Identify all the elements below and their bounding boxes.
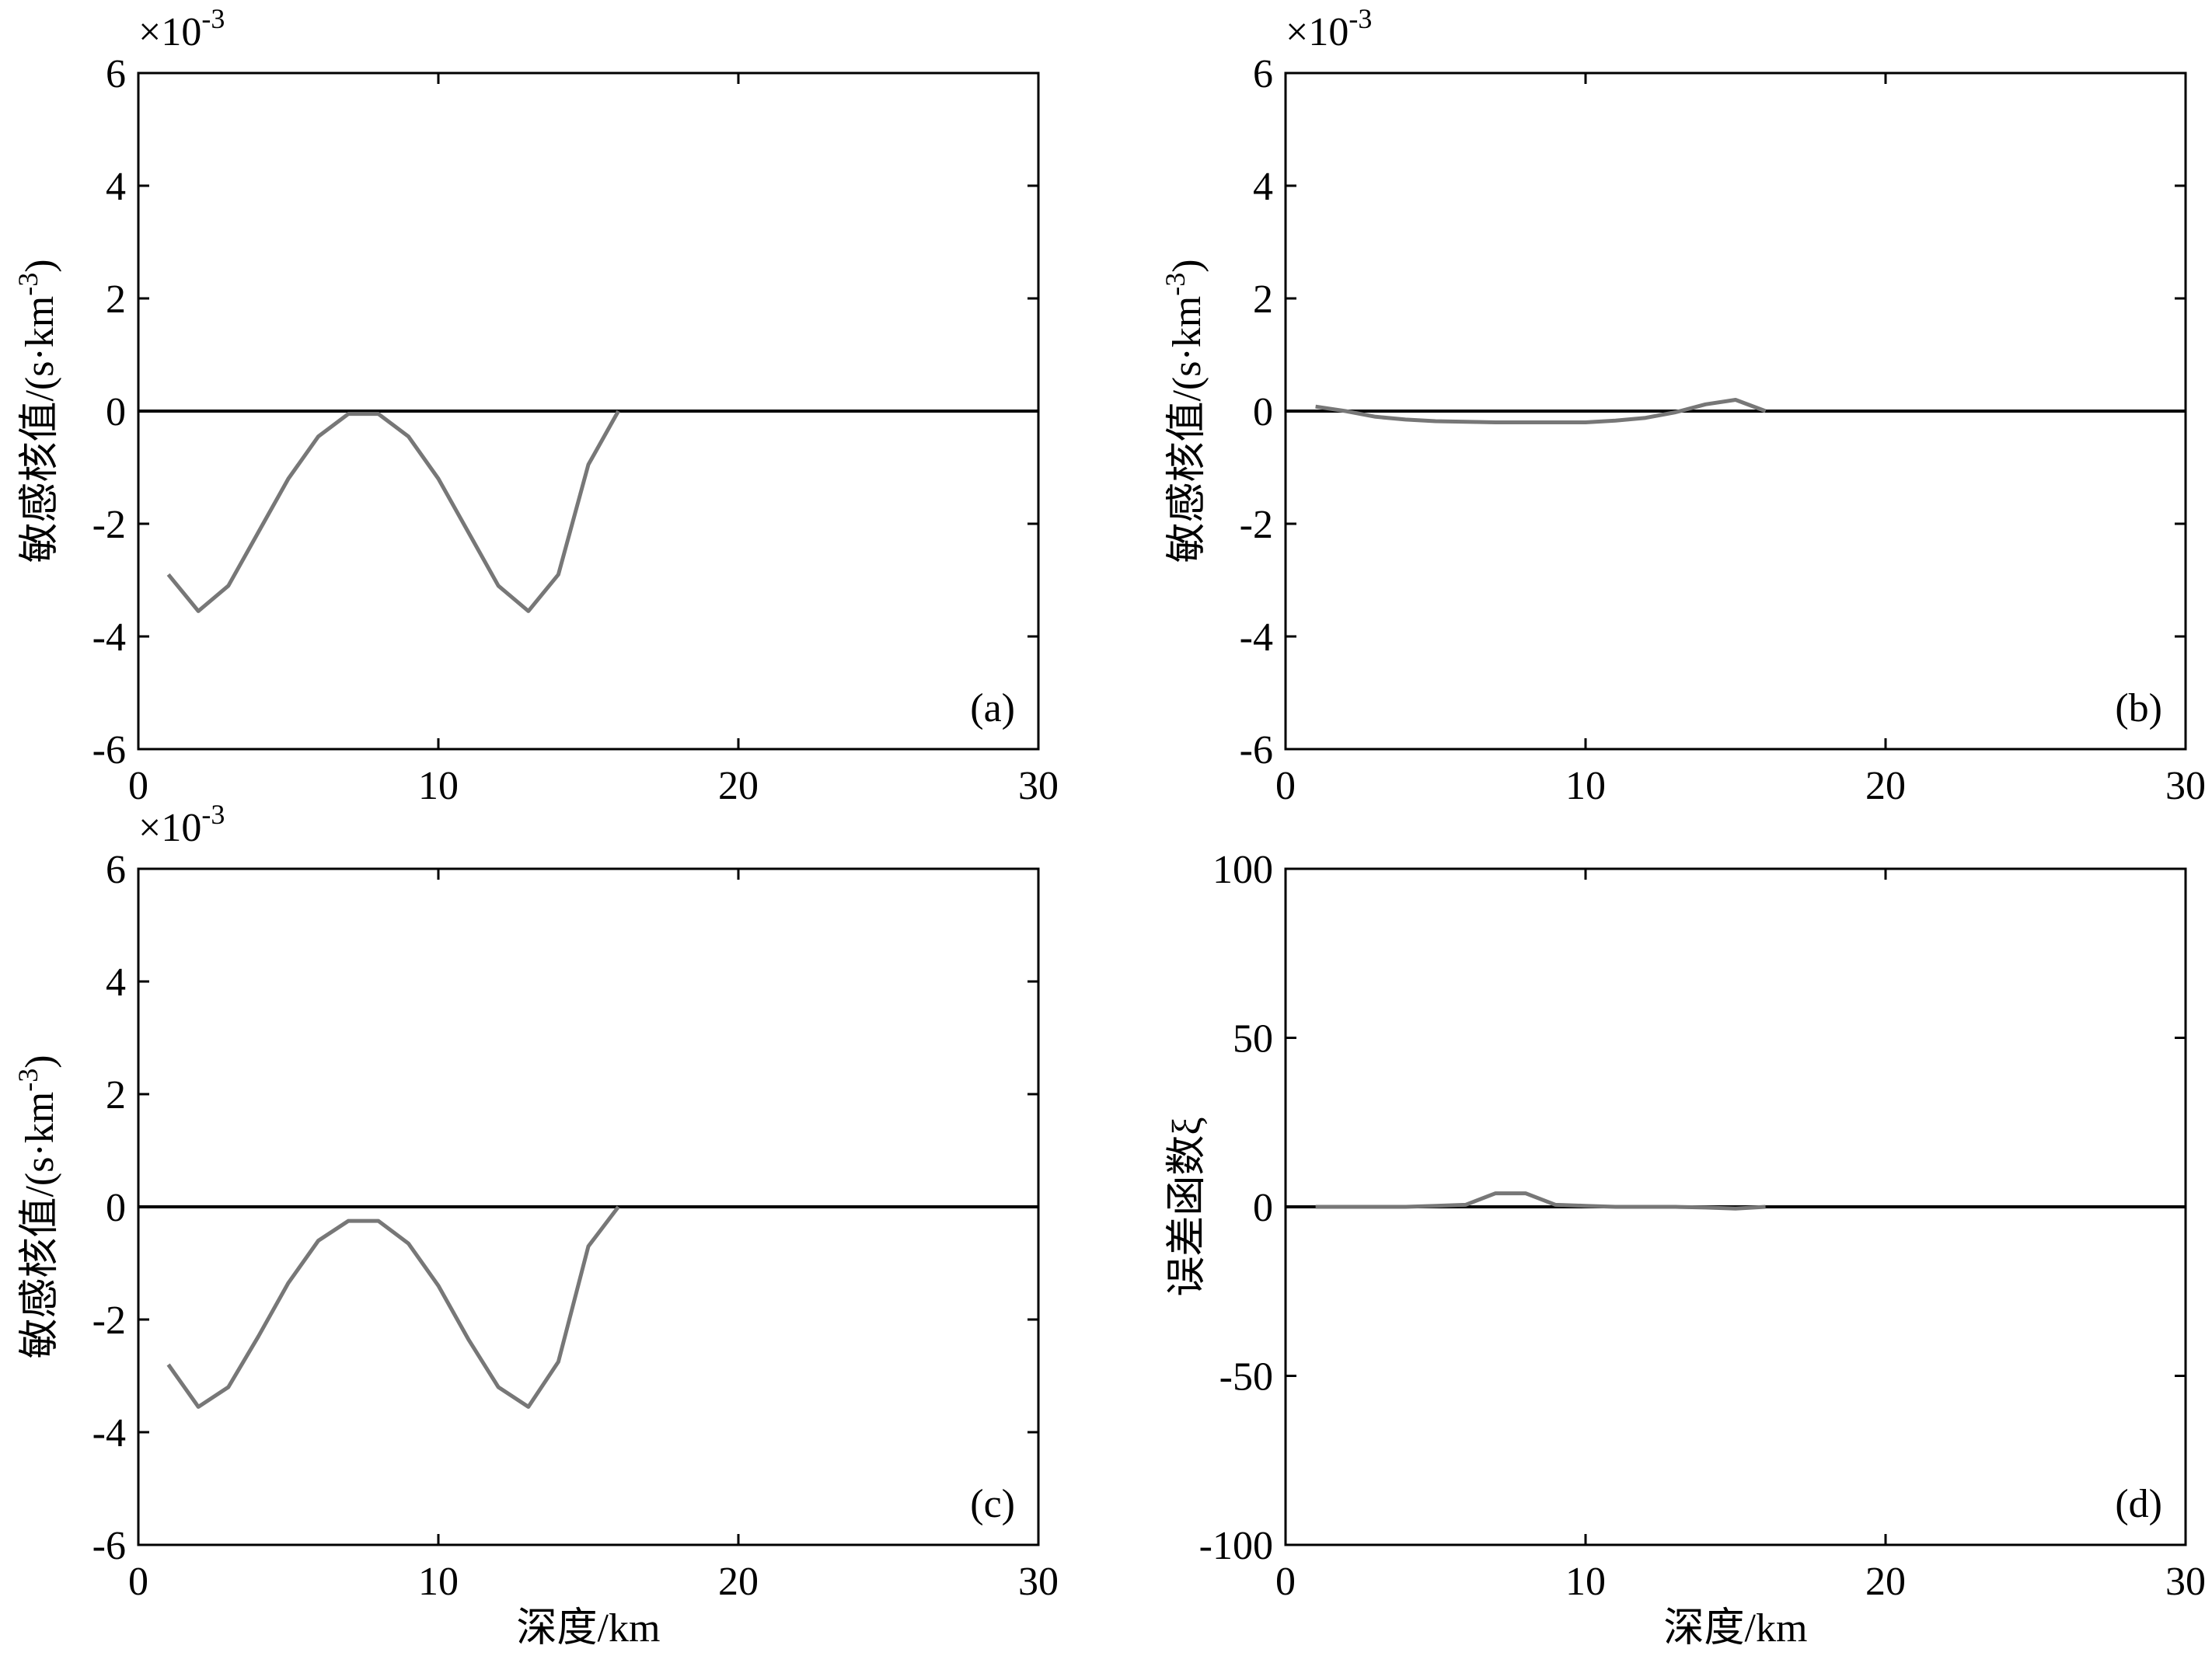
y-axis-label: 敏感核值/(s·km-3) [12,1055,62,1358]
y-tick-label: 0 [1253,1186,1273,1230]
axis-exponent: ×10-3 [1286,3,1372,54]
y-tick-label: -100 [1199,1524,1273,1568]
y-axis-label: 敏感核值/(s·km-3) [12,259,62,563]
series-line [1315,398,1767,424]
x-axis-label: 深度/km [517,1606,661,1651]
x-tick-label: 30 [2165,764,2206,808]
y-axis-label-tail: ) [18,259,62,272]
x-tick-label: 30 [1018,1560,1059,1604]
axis-exponent-power: -3 [1348,3,1372,34]
y-tick-label: 0 [106,390,126,434]
panel-label: (b) [2115,686,2162,730]
y-axis-label-sup: -3 [12,1069,44,1092]
y-axis-label-sup: -3 [12,273,44,296]
axis-exponent-power: -3 [201,3,225,34]
x-tick-label: 10 [1565,764,1606,808]
x-tick-label: 0 [1275,1560,1296,1604]
y-tick-label: 0 [1253,390,1273,434]
x-tick-label: 30 [2165,1560,2206,1604]
axes-frame [1284,867,2187,1546]
axis-exponent: ×10-3 [138,3,225,54]
y-axis-label: 误差函数ξ [1165,1117,1209,1296]
series-line [1315,1191,1766,1211]
x-tick-label: 30 [1018,764,1059,808]
axes-frame [137,867,1040,1546]
axes-frame [137,71,1040,751]
x-tick-label: 20 [718,1560,759,1604]
axis-exponent-base: ×10 [1286,10,1348,54]
y-axis-label-main: 敏感核值/(s·km [18,1092,62,1359]
y-tick-label: 2 [106,277,126,322]
x-tick-label: 10 [418,1560,459,1604]
y-tick-label: -6 [1240,728,1273,772]
y-axis-label-tail: ) [1165,259,1209,272]
panel-d: 0 10 20 30 -100 -50 0 50 100 (d) 误差函数ξ 深度/km [1165,848,2206,1651]
series-line [166,410,620,613]
y-axis-label: 敏感核值/(s·km-3) [1160,259,1209,563]
y-tick-label: 2 [1253,277,1273,322]
x-tick-label: 0 [128,1560,148,1604]
panel-label: (a) [970,686,1015,730]
x-tick-label: 0 [1275,764,1296,808]
panel-label: (d) [2115,1482,2162,1526]
y-axis-label-sup: -3 [1160,273,1191,296]
y-tick-label: 0 [106,1186,126,1230]
x-tick-label: 0 [128,764,148,808]
axis-exponent-power: -3 [201,799,225,830]
y-tick-label: -4 [92,1411,126,1456]
y-axis-label-tail: ) [18,1055,62,1068]
y-tick-label: 4 [1253,165,1273,209]
y-tick-label: 100 [1212,848,1273,892]
y-tick-label: 6 [106,52,126,96]
y-tick-label: -2 [92,503,126,547]
y-tick-label: 50 [1233,1017,1273,1062]
y-tick-label: -4 [1240,615,1273,660]
y-tick-label: 4 [106,960,126,1005]
axis-exponent-base: ×10 [138,10,201,54]
series-line [166,1205,620,1409]
axis-exponent: ×10-3 [138,799,225,850]
panel-label: (c) [970,1482,1015,1526]
y-tick-label: 6 [1253,52,1273,96]
y-tick-label: -2 [92,1299,126,1343]
x-tick-label: 10 [1565,1560,1606,1604]
x-tick-label: 20 [1865,1560,1906,1604]
y-tick-label: -6 [92,1524,126,1568]
y-tick-label: -4 [92,615,126,660]
y-axis-label-main: 敏感核值/(s·km [18,296,62,563]
y-tick-label: -6 [92,728,126,772]
y-tick-label: 2 [106,1073,126,1117]
axis-exponent-base: ×10 [138,806,201,850]
x-axis-label: 深度/km [1664,1606,1808,1651]
y-axis-label-main: 敏感核值/(s·km [1165,296,1209,563]
y-tick-label: -2 [1240,503,1273,547]
x-tick-label: 20 [718,764,759,808]
axes-frame [1284,71,2187,751]
x-tick-label: 20 [1865,764,1906,808]
panel-c: 0 10 20 30-6-4-20246(c)×10-3敏感核值/(s·km-3)深度… [12,799,1059,1651]
x-tick-label: 10 [418,764,459,808]
y-tick-label: 6 [106,848,126,892]
y-tick-label: -50 [1219,1355,1273,1400]
y-axis-label-main: 误差函数ξ [1165,1117,1209,1296]
y-tick-label: 4 [106,165,126,209]
